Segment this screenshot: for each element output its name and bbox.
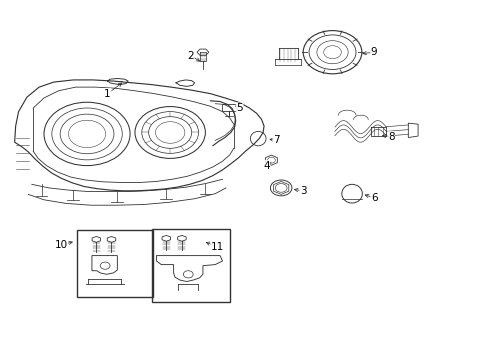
Text: 5: 5	[236, 103, 243, 113]
Text: 7: 7	[272, 135, 279, 145]
Text: 8: 8	[387, 132, 394, 142]
Text: 6: 6	[370, 193, 377, 203]
Text: 4: 4	[263, 161, 269, 171]
Text: 10: 10	[55, 240, 67, 250]
Text: 1: 1	[104, 89, 111, 99]
Text: 11: 11	[210, 242, 224, 252]
Text: 2: 2	[187, 51, 194, 61]
Text: 9: 9	[370, 47, 377, 57]
Text: 3: 3	[299, 186, 306, 196]
